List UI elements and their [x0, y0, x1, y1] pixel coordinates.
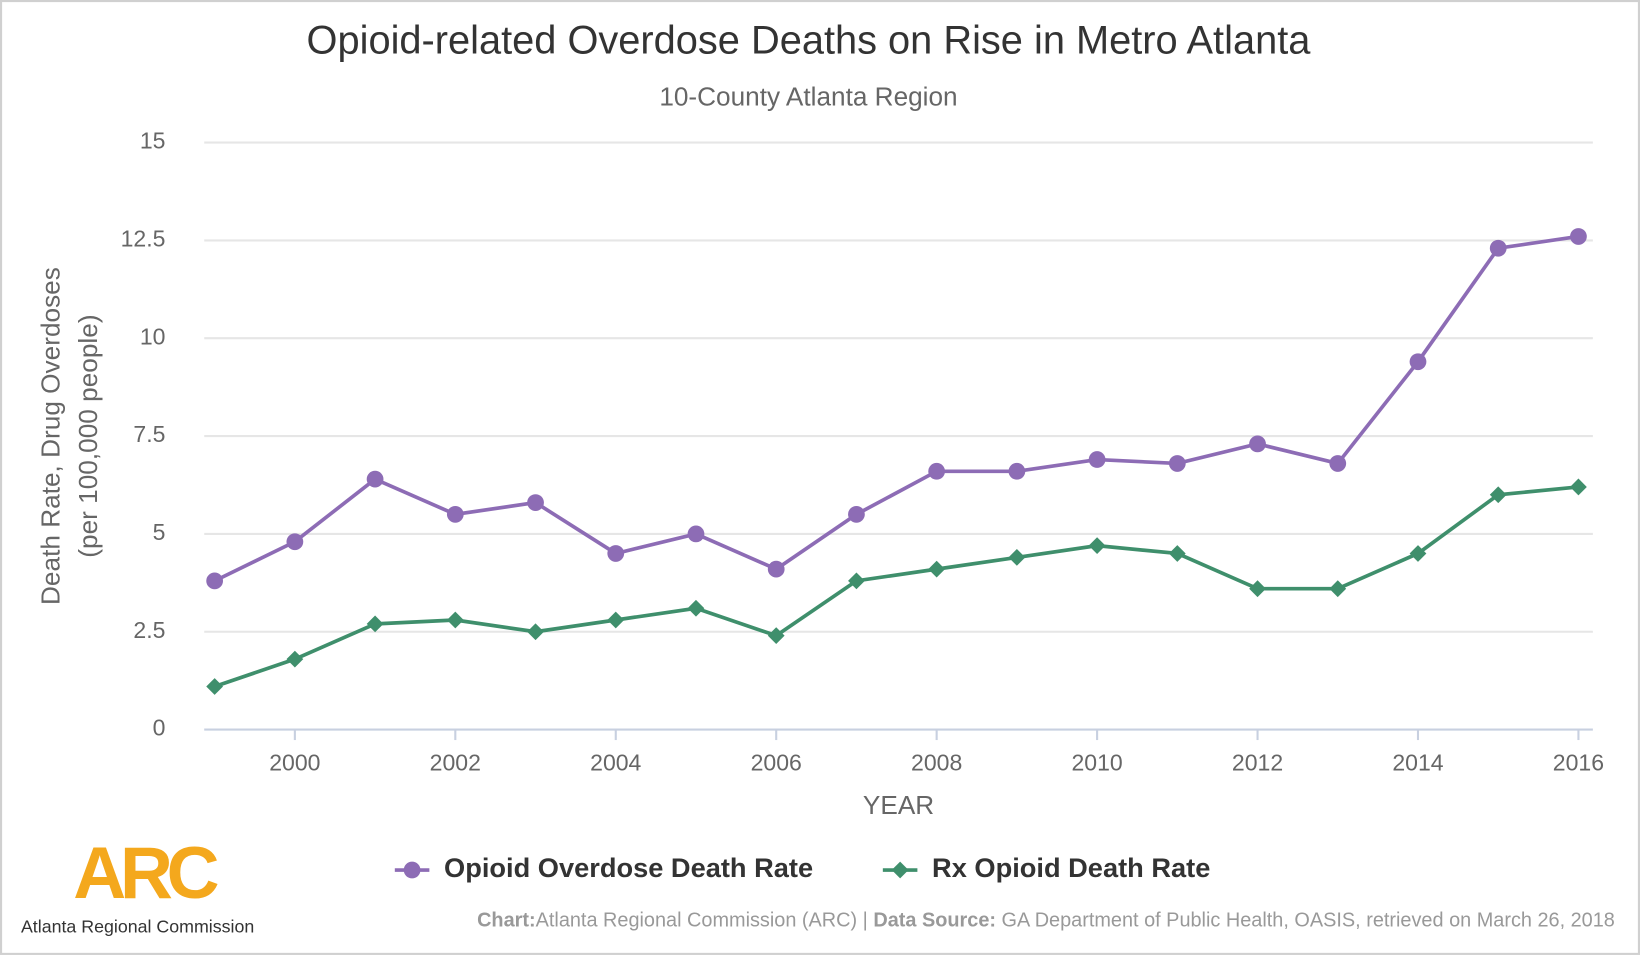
data-point	[1329, 580, 1347, 598]
data-point	[206, 572, 224, 590]
data-point	[366, 615, 384, 633]
legend-marker	[403, 861, 421, 879]
x-tick-label: 2002	[430, 749, 481, 775]
data-point	[767, 627, 785, 645]
data-point	[1088, 537, 1106, 555]
data-point	[1489, 239, 1507, 257]
credits: Chart:Atlanta Regional Commission (ARC) …	[477, 910, 1615, 932]
data-point	[446, 505, 464, 523]
data-point	[206, 678, 224, 695]
data-point	[286, 650, 304, 668]
data-point	[366, 470, 384, 488]
chart-title: Opioid-related Overdose Deaths on Rise i…	[307, 18, 1312, 62]
series-line	[214, 485, 1579, 689]
x-tick-label: 2000	[269, 749, 320, 775]
data-point	[1409, 353, 1427, 371]
y-tick-label: 7.5	[133, 421, 165, 447]
data-point	[928, 560, 946, 578]
data-point	[1489, 486, 1507, 504]
data-point	[928, 462, 946, 480]
chart-subtitle: 10-County Atlanta Region	[659, 81, 957, 111]
data-point	[1249, 435, 1266, 453]
logo-name: Atlanta Regional Commission	[21, 916, 254, 936]
data-point	[848, 505, 865, 523]
logo-mark: ARC	[73, 832, 217, 914]
data-point	[767, 560, 785, 578]
y-tick-label: 0	[153, 715, 166, 741]
data-point	[687, 599, 705, 617]
x-tick-label: 2010	[1071, 749, 1122, 775]
data-point	[1088, 451, 1106, 468]
legend-marker	[891, 861, 909, 879]
x-tick-label: 2004	[590, 749, 641, 775]
x-tick-label: 2012	[1232, 749, 1283, 775]
credits-label: Chart:	[477, 910, 536, 932]
y-tick-label: 15	[140, 128, 166, 154]
legend-label: Rx Opioid Death Rate	[932, 852, 1210, 883]
data-point	[1008, 462, 1026, 480]
data-point	[1008, 549, 1026, 566]
y-tick-label: 12.5	[121, 225, 166, 251]
y-axis-label: Death Rate, Drug Overdoses	[35, 267, 65, 605]
data-point	[687, 525, 705, 543]
y-axis-label: (per 100,000 people)	[73, 314, 103, 557]
credits-text: GA Department of Public Health, OASIS, r…	[996, 910, 1615, 932]
x-tick-label: 2006	[751, 749, 802, 775]
series-line	[213, 234, 1579, 583]
data-point	[1329, 455, 1347, 472]
data-point	[607, 611, 625, 629]
data-point	[1249, 580, 1266, 598]
legend-label: Opioid Overdose Death Rate	[444, 852, 813, 883]
credits-label: Data Source:	[873, 910, 996, 932]
y-tick-label: 5	[153, 519, 166, 545]
credits-text: Atlanta Regional Commission (ARC) |	[536, 910, 874, 932]
data-point	[607, 545, 625, 562]
data-point	[848, 572, 865, 590]
x-axis-label: YEAR	[863, 790, 934, 820]
data-point	[1570, 228, 1587, 245]
data-point	[446, 611, 464, 629]
y-tick-label: 2.5	[133, 617, 165, 643]
data-point	[1570, 478, 1587, 496]
data-point	[1409, 545, 1427, 562]
y-tick-label: 10	[140, 323, 166, 349]
x-tick-label: 2014	[1392, 749, 1443, 775]
data-point	[527, 623, 544, 641]
data-point	[527, 494, 544, 511]
data-point	[1168, 455, 1186, 472]
x-tick-label: 2008	[911, 749, 962, 775]
x-tick-label: 2016	[1553, 749, 1604, 775]
data-point	[286, 533, 304, 551]
